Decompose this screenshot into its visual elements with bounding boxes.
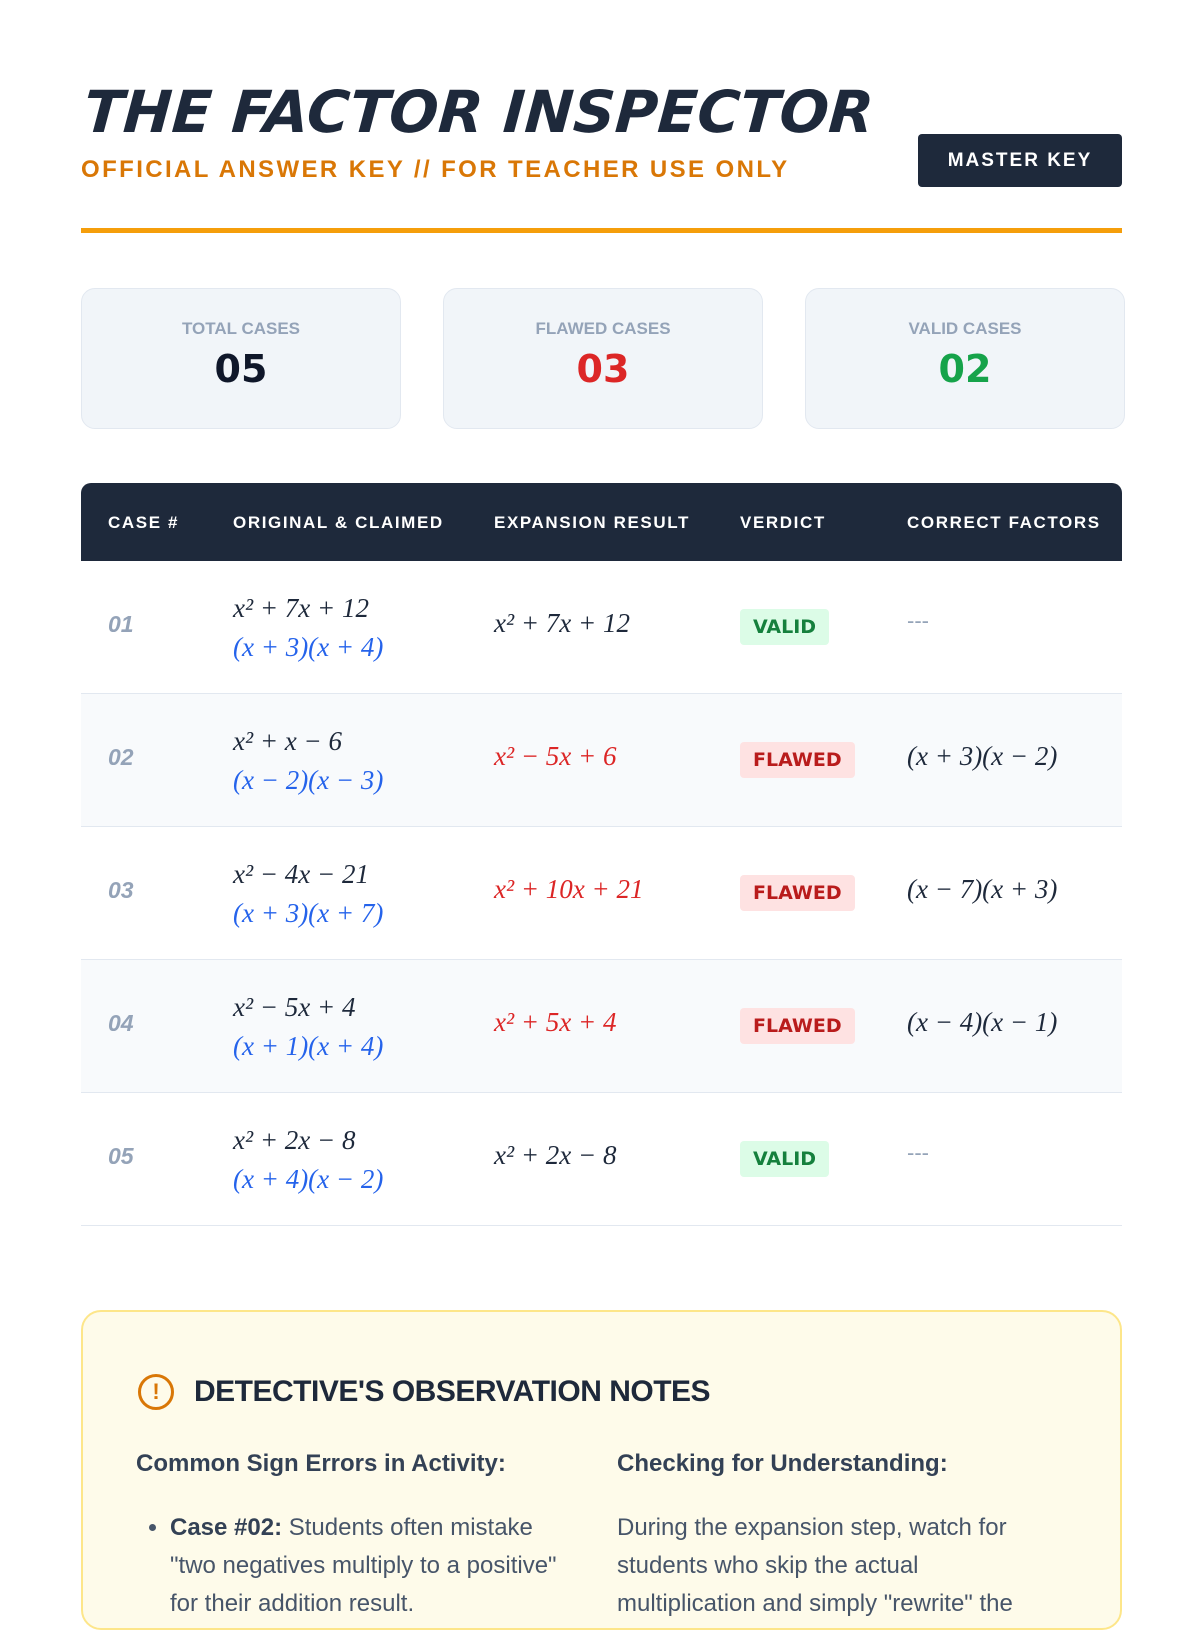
case-number: 01	[108, 611, 134, 637]
stat-label: VALID CASES	[908, 319, 1022, 338]
expansion-result: x² − 5x + 6	[494, 741, 617, 771]
table-row: 05 x² + 2x − 8 (x + 4)(x − 2) x² + 2x − 8…	[81, 1093, 1122, 1226]
table-row: 02 x² + x − 6 (x − 2)(x − 3) x² − 5x + 6 …	[81, 694, 1122, 827]
original-expression: x² + 7x + 12	[233, 593, 370, 623]
case-number: 03	[108, 877, 134, 903]
notes-left-heading: Common Sign Errors in Activity:	[136, 1450, 506, 1477]
correct-factors: ---	[907, 1140, 929, 1165]
page-title: THE FACTOR INSPECTOR	[81, 78, 876, 146]
alert-circle-icon: !	[138, 1374, 174, 1410]
verdict-badge: FLAWED	[740, 1008, 855, 1044]
expansion-result: x² + 2x − 8	[494, 1140, 617, 1170]
observation-notes: ! DETECTIVE'S OBSERVATION NOTES Common S…	[81, 1310, 1122, 1630]
original-expression: x² − 4x − 21	[233, 859, 370, 889]
header-divider	[81, 228, 1122, 233]
original-expression: x² + x − 6	[233, 726, 343, 756]
claimed-factors: (x + 3)(x + 4)	[233, 632, 384, 662]
verdict-badge: VALID	[740, 1141, 830, 1177]
stat-value: 05	[214, 347, 268, 391]
page-subtitle: OFFICIAL ANSWER KEY // FOR TEACHER USE O…	[81, 156, 790, 183]
claimed-factors: (x − 2)(x − 3)	[233, 765, 384, 795]
master-key-badge: MASTER KEY	[918, 134, 1122, 187]
column-header-original: ORIGINAL & CLAIMED	[233, 513, 444, 532]
claimed-factors: (x + 3)(x + 7)	[233, 898, 384, 928]
stat-value: 02	[938, 347, 992, 391]
table-row: 03 x² − 4x − 21 (x + 3)(x + 7) x² + 10x +…	[81, 827, 1122, 960]
table-row: 01 x² + 7x + 12 (x + 3)(x + 4) x² + 7x + …	[81, 561, 1122, 694]
verdict-badge: FLAWED	[740, 742, 855, 778]
stat-label: FLAWED CASES	[535, 319, 671, 338]
case-number: 02	[108, 744, 134, 770]
expansion-result: x² + 10x + 21	[494, 874, 644, 904]
notes-item-label: Case #02:	[170, 1514, 283, 1541]
column-header-correct: CORRECT FACTORS	[907, 513, 1101, 532]
correct-factors: (x − 7)(x + 3)	[907, 874, 1058, 904]
claimed-factors: (x + 4)(x − 2)	[233, 1164, 384, 1194]
column-header-case: CASE #	[108, 513, 180, 532]
table-row: 04 x² − 5x + 4 (x + 1)(x + 4) x² + 5x + 4…	[81, 960, 1122, 1093]
stat-value: 03	[576, 347, 630, 391]
correct-factors: (x − 4)(x − 1)	[907, 1007, 1058, 1037]
notes-title: DETECTIVE'S OBSERVATION NOTES	[194, 1375, 711, 1408]
correct-factors: ---	[907, 608, 929, 633]
claimed-factors: (x + 1)(x + 4)	[233, 1031, 384, 1061]
expansion-result: x² + 5x + 4	[494, 1007, 617, 1037]
cases-table: CASE # ORIGINAL & CLAIMED EXPANSION RESU…	[81, 483, 1122, 1226]
stat-card: TOTAL CASES 05	[81, 288, 401, 429]
stat-card: FLAWED CASES 03	[443, 288, 763, 429]
column-header-expansion: EXPANSION RESULT	[494, 513, 690, 532]
stat-card: VALID CASES 02	[805, 288, 1125, 429]
original-expression: x² − 5x + 4	[233, 992, 356, 1022]
correct-factors: (x + 3)(x − 2)	[907, 741, 1058, 771]
verdict-badge: FLAWED	[740, 875, 855, 911]
notes-right-heading: Checking for Understanding:	[617, 1450, 948, 1477]
stat-label: TOTAL CASES	[181, 319, 301, 338]
case-number: 05	[108, 1143, 134, 1169]
case-number: 04	[108, 1010, 134, 1036]
notes-list-item: Case #02: Students often mistake "two ne…	[170, 1509, 576, 1623]
column-header-verdict: VERDICT	[740, 513, 826, 532]
verdict-badge: VALID	[740, 609, 830, 645]
notes-right-text: During the expansion step, watch for stu…	[617, 1514, 1013, 1617]
original-expression: x² + 2x − 8	[233, 1125, 356, 1155]
expansion-result: x² + 7x + 12	[494, 608, 631, 638]
table-header: CASE # ORIGINAL & CLAIMED EXPANSION RESU…	[81, 483, 1122, 561]
